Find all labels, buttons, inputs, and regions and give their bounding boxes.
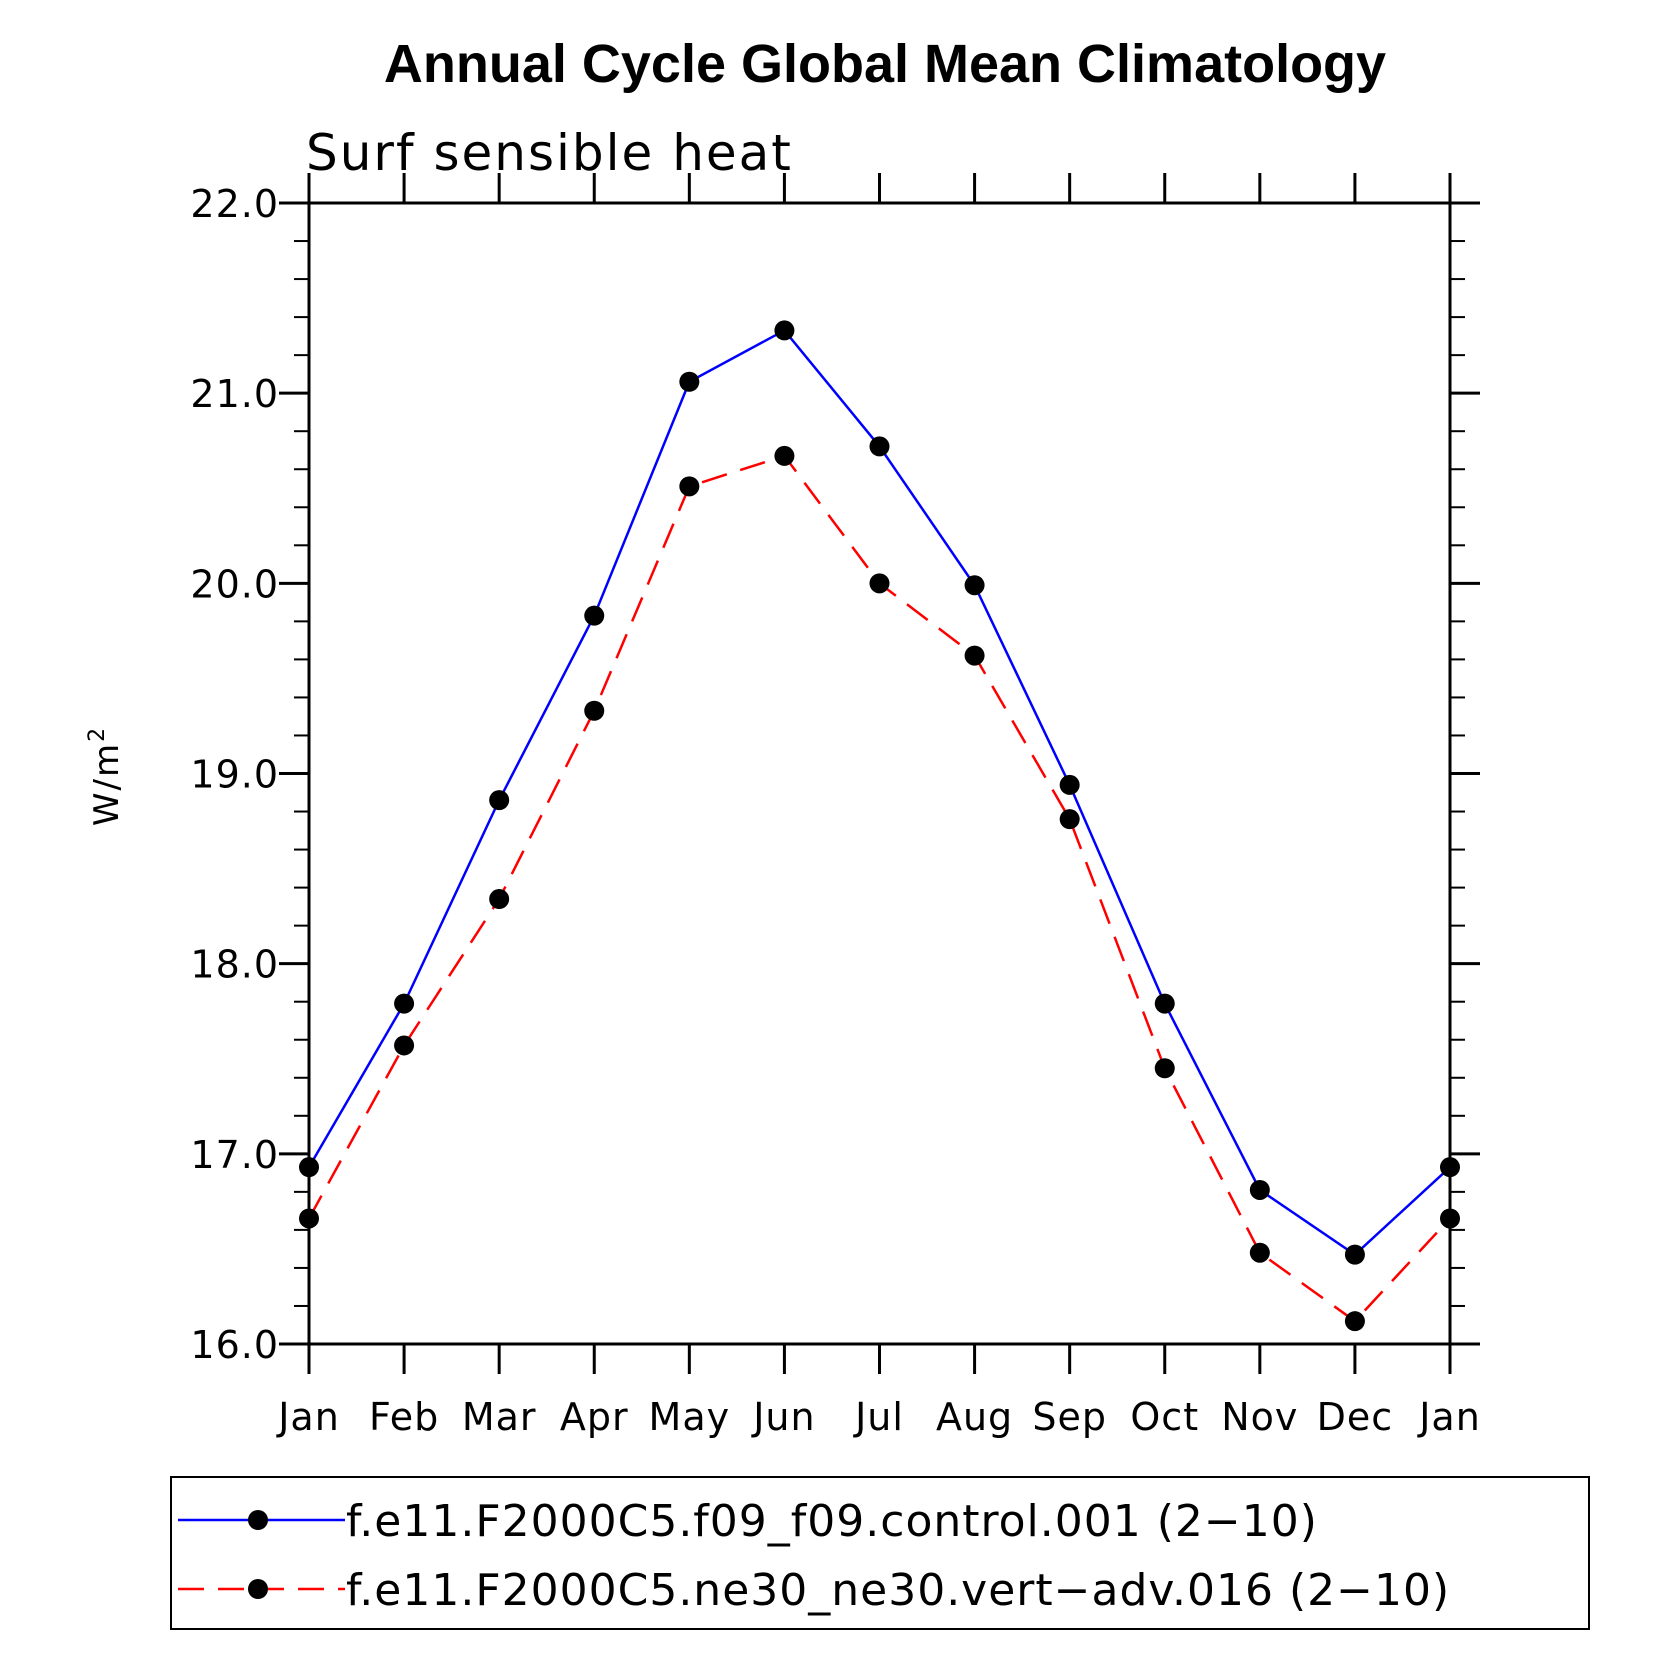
data-point — [1440, 1157, 1460, 1178]
legend: f.e11.F2000C5.f09_f09.control.001 (2−10)… — [170, 1476, 1590, 1630]
x-axis: Jan Feb Mar Apr May Jun Jul Aug Sep Oct Nov Dec Jan — [276, 173, 1481, 1439]
svg-text:W/m2: W/m2 — [85, 726, 127, 826]
data-point — [679, 371, 700, 392]
legend-marker — [248, 1510, 268, 1530]
data-point — [394, 1035, 415, 1056]
data-point — [774, 445, 795, 466]
data-point — [869, 573, 890, 594]
y-tick-label: 16.0 — [190, 1323, 279, 1367]
y-axis: 16.0 17.0 18.0 19.0 20.0 21.0 22.0 — [190, 182, 1480, 1367]
x-tick-label: Aug — [936, 1395, 1013, 1439]
data-point — [774, 320, 795, 341]
data-point — [1059, 774, 1080, 795]
data-point — [964, 575, 985, 596]
x-tick-label: Oct — [1130, 1395, 1199, 1439]
data-point — [489, 889, 510, 910]
legend-item: f.e11.F2000C5.f09_f09.control.001 (2−10) — [178, 1496, 1318, 1547]
legend-marker — [248, 1579, 268, 1599]
data-point — [869, 436, 890, 457]
data-point — [299, 1208, 319, 1229]
x-tick-label: Nov — [1221, 1395, 1298, 1439]
y-axis-label-sup: 2 — [85, 726, 110, 742]
y-axis-label-base: W/m — [87, 742, 127, 826]
y-tick-label: 20.0 — [190, 562, 279, 606]
series-layer — [299, 320, 1460, 1332]
series-2 — [299, 445, 1460, 1332]
data-point — [1344, 1244, 1365, 1265]
y-tick-label: 22.0 — [190, 182, 279, 226]
y-tick-label: 19.0 — [190, 753, 279, 797]
data-point — [1059, 809, 1080, 830]
data-point — [584, 605, 605, 626]
x-tick-label: Jul — [853, 1395, 904, 1439]
x-tick-label: Mar — [462, 1395, 537, 1439]
series-line — [307, 328, 1451, 1257]
series-1 — [299, 320, 1460, 1265]
data-point — [1249, 1179, 1270, 1200]
legend-label: f.e11.F2000C5.ne30_ne30.vert−adv.016 (2−… — [346, 1565, 1450, 1616]
legend-item: f.e11.F2000C5.ne30_ne30.vert−adv.016 (2−… — [178, 1565, 1450, 1616]
data-point — [1344, 1311, 1365, 1332]
chart-subtitle: Surf sensible heat — [306, 124, 793, 182]
data-point — [1440, 1208, 1460, 1229]
data-point — [1154, 993, 1175, 1014]
data-point — [489, 790, 510, 811]
data-point — [1249, 1242, 1270, 1263]
y-tick-label: 18.0 — [190, 943, 279, 987]
y-tick-label: 21.0 — [190, 372, 279, 416]
x-tick-label: Apr — [560, 1395, 629, 1439]
data-point — [394, 993, 415, 1014]
data-point — [584, 700, 605, 721]
x-tick-label: Jan — [276, 1395, 340, 1439]
x-tick-label: Dec — [1317, 1395, 1394, 1439]
data-point — [299, 1157, 319, 1178]
legend-label: f.e11.F2000C5.f09_f09.control.001 (2−10) — [346, 1496, 1318, 1547]
data-point — [679, 476, 700, 497]
y-tick-label: 17.0 — [190, 1133, 279, 1177]
legend-box — [170, 1476, 1590, 1630]
x-tick-label: May — [649, 1395, 731, 1439]
plot-frame — [307, 201, 1452, 1346]
x-tick-label: Feb — [369, 1395, 439, 1439]
minor-ticks — [294, 240, 1465, 1307]
x-tick-label: Jan — [1417, 1395, 1481, 1439]
data-point — [1154, 1058, 1175, 1079]
x-tick-label: Sep — [1032, 1395, 1107, 1439]
chart-title: Annual Cycle Global Mean Climatology — [384, 34, 1386, 94]
y-axis-label: W/m2 — [85, 726, 127, 826]
x-tick-label: Jun — [751, 1395, 815, 1439]
data-point — [964, 645, 985, 666]
